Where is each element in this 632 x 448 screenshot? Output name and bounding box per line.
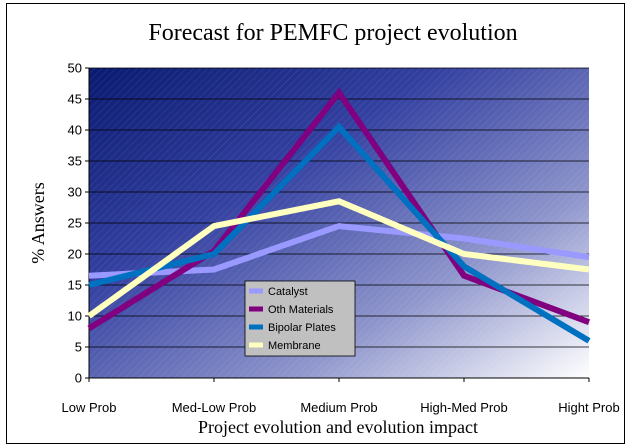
y-tick-label: 10 [68,309,82,324]
legend-label: Oth Materials [268,304,334,316]
y-tick-label: 50 [68,61,82,76]
y-axis-ticks: 0 5 10 15 20 25 30 35 40 45 50 [68,61,89,386]
y-tick-label: 25 [68,216,82,231]
x-tick-label: Med-Low Prob [172,400,257,415]
y-tick-label: 0 [75,371,82,386]
y-tick-label: 5 [75,340,82,355]
x-tick-label: Hight Prob [558,400,619,415]
y-tick-label: 45 [68,92,82,107]
y-axis-label: % Answers [28,182,48,264]
y-tick-label: 15 [68,278,82,293]
series-lines [87,87,591,344]
chart-title: Forecast for PEMFC project evolution [148,20,517,46]
y-tick-label: 35 [68,154,82,169]
legend-box [244,280,356,357]
x-tick-label: Low Prob [62,400,117,415]
legend-label: Catalyst [268,286,308,298]
legend-label: Bipolar Plates [268,322,336,334]
legend-label: Membrane [268,340,321,352]
x-tick-label: Medium Prob [300,400,377,415]
y-tick-label: 30 [68,185,82,200]
x-tick-label: High-Med Prob [420,400,507,415]
y-tick-label: 40 [68,123,82,138]
x-axis-ticks: Low Prob Med-Low Prob Medium Prob High-Med … [62,378,620,415]
x-axis-label: Project evolution and evolution impact [198,417,478,437]
y-tick-label: 20 [68,247,82,262]
legend: Catalyst Oth Materials Bipolar Plates Membr… [244,280,356,357]
